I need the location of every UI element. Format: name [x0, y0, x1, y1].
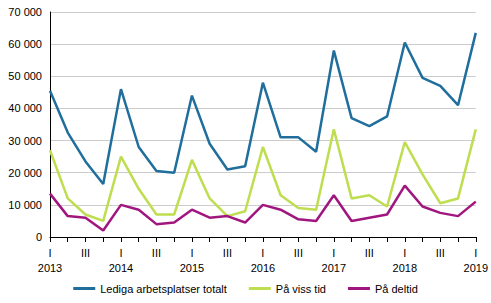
svg-text:III: III [81, 247, 90, 259]
svg-text:50 000: 50 000 [8, 70, 42, 82]
svg-text:2018: 2018 [393, 262, 417, 274]
svg-text:III: III [365, 247, 374, 259]
svg-text:På deltid: På deltid [375, 283, 418, 295]
svg-text:III: III [294, 247, 303, 259]
svg-text:20 000: 20 000 [8, 167, 42, 179]
svg-text:På viss tid: På viss tid [276, 283, 326, 295]
svg-text:I: I [332, 247, 335, 259]
svg-text:I: I [48, 247, 51, 259]
svg-text:I: I [261, 247, 264, 259]
svg-text:2013: 2013 [38, 262, 62, 274]
svg-text:0: 0 [36, 231, 42, 243]
svg-text:60 000: 60 000 [8, 38, 42, 50]
svg-text:I: I [474, 247, 477, 259]
svg-text:III: III [152, 247, 161, 259]
svg-text:III: III [436, 247, 445, 259]
svg-text:10 000: 10 000 [8, 199, 42, 211]
svg-text:30 000: 30 000 [8, 135, 42, 147]
svg-text:III: III [223, 247, 232, 259]
svg-text:2014: 2014 [109, 262, 133, 274]
svg-text:I: I [119, 247, 122, 259]
svg-text:2017: 2017 [322, 262, 346, 274]
svg-text:I: I [403, 247, 406, 259]
svg-text:2016: 2016 [251, 262, 275, 274]
svg-text:I: I [190, 247, 193, 259]
svg-text:70 000: 70 000 [8, 6, 42, 18]
svg-text:Lediga arbetsplatser totalt: Lediga arbetsplatser totalt [100, 283, 227, 295]
svg-text:2015: 2015 [180, 262, 204, 274]
svg-text:40 000: 40 000 [8, 102, 42, 114]
svg-text:2019: 2019 [464, 262, 488, 274]
